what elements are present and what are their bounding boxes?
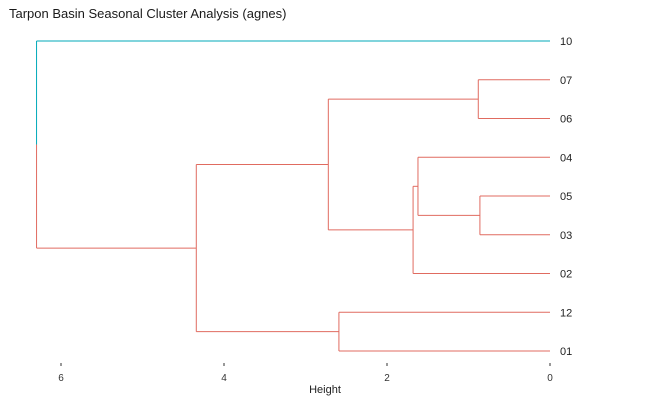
leaf-label: 10 [560,36,572,48]
x-axis: 6 4 2 0 [58,363,553,384]
x-axis-tick-label: 6 [58,373,64,384]
leaf-labels: 10 07 06 04 05 03 02 12 01 [560,36,572,358]
leaf-label: 01 [560,346,572,358]
leaf-label: 07 [560,75,572,87]
leaf-label: 12 [560,307,572,319]
x-axis-title: Height [309,384,341,396]
leaf-label: 05 [560,191,572,203]
chart-title: Tarpon Basin Seasonal Cluster Analysis (… [9,6,287,21]
dendrogram-branches [36,40,550,352]
leaf-label: 06 [560,114,572,126]
x-axis-tick-label: 0 [547,373,553,384]
x-axis-tick-label: 4 [221,373,227,384]
leaf-label: 02 [560,269,572,281]
x-axis-tick-label: 2 [384,373,390,384]
leaf-label: 04 [560,152,572,164]
leaf-label: 03 [560,230,572,242]
